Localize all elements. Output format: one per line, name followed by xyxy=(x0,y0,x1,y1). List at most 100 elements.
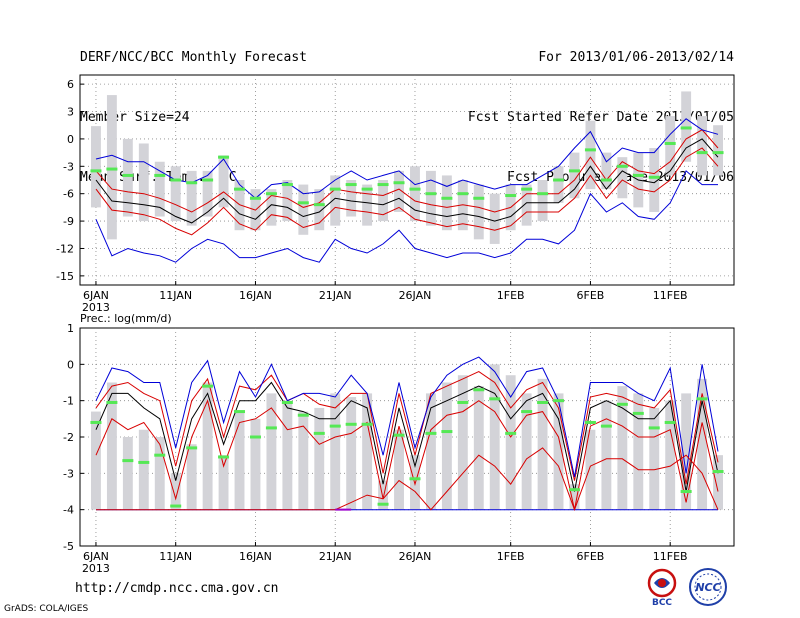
prec-marker xyxy=(122,459,134,463)
prec-spread-bar xyxy=(665,400,676,510)
temp-spread-bar xyxy=(665,116,676,176)
footer-credit: GrADS: COLA/IGES xyxy=(4,604,89,614)
prec-ytick-label: -1 xyxy=(63,395,74,408)
prec-line-outer-upper xyxy=(95,356,719,478)
temp-xtick-label: 21JAN xyxy=(319,289,352,302)
prec-marker xyxy=(584,420,596,424)
prec-ytick-label: 0 xyxy=(67,358,74,371)
prec-marker xyxy=(361,422,373,426)
temp-spread-bar xyxy=(394,170,404,212)
temp-spread-bar xyxy=(314,189,325,231)
prec-spread-bar xyxy=(697,378,708,510)
temp-marker xyxy=(249,196,261,200)
prec-line-outer-lower-b xyxy=(96,447,719,512)
temp-spread-bar xyxy=(617,157,628,199)
temp-marker xyxy=(186,181,198,185)
temp-marker xyxy=(680,126,692,130)
prec-spread-bar xyxy=(585,429,596,510)
temp-marker xyxy=(234,187,246,191)
prec-marker xyxy=(281,400,293,404)
temp-ytick-label: -12 xyxy=(56,242,74,255)
prec-spread-bar xyxy=(314,407,325,510)
temp-marker xyxy=(441,196,453,200)
prec-marker xyxy=(345,422,357,426)
footer-url[interactable]: http://cmdp.ncc.cma.gov.cn xyxy=(75,581,279,596)
temp-line-outer-lower xyxy=(95,170,718,263)
prec-marker xyxy=(409,477,421,481)
temp-spread-bar xyxy=(537,180,548,222)
prec-marker xyxy=(186,446,198,450)
prec-spread-bar xyxy=(489,364,500,510)
ncc-logo-ring xyxy=(689,568,727,606)
prec-xtick-label: 16JAN xyxy=(239,550,272,563)
prec-spread-bar xyxy=(346,397,357,510)
prec-marker xyxy=(425,431,437,435)
temp-marker xyxy=(537,192,549,196)
prec-spread-bar xyxy=(441,382,452,510)
temp-spread-bar xyxy=(202,170,213,217)
prec-marker xyxy=(138,460,150,464)
temp-marker xyxy=(584,148,596,152)
temp-marker xyxy=(521,187,533,191)
prec-spread-bar xyxy=(649,407,660,510)
prec-marker xyxy=(600,424,612,428)
temp-marker xyxy=(505,194,517,198)
temp-xtick-label: 11JAN xyxy=(159,289,192,302)
prec-spread-bar xyxy=(138,429,149,510)
prec-spread-bar xyxy=(218,455,229,510)
prec-spread-bar xyxy=(457,375,468,510)
temp-marker xyxy=(712,151,724,155)
bcc-logo-center xyxy=(658,579,666,587)
temp-marker xyxy=(345,183,357,187)
temp-marker xyxy=(553,178,565,182)
prec-ytick-label: -4 xyxy=(63,504,74,517)
prec-marker xyxy=(154,453,166,457)
prec-line-inner-upper xyxy=(95,371,719,485)
temp-xtick-label: 6FEB xyxy=(577,289,605,302)
temp-spread-bar xyxy=(138,143,149,222)
precipitation-title: Prec.: log(mm/d) xyxy=(80,312,172,325)
temp-marker xyxy=(473,196,485,200)
prec-marker xyxy=(90,420,102,424)
temp-xtick-year-label: 2013 xyxy=(82,301,110,314)
prec-spread-bar xyxy=(601,400,612,510)
prec-spread-bar xyxy=(633,393,644,510)
temp-spread-bar xyxy=(441,175,452,231)
prec-spread-bar xyxy=(521,393,532,510)
temp-marker xyxy=(696,151,708,155)
temp-plot-frame xyxy=(79,74,735,286)
temp-xtick-label: 6JAN xyxy=(83,289,109,302)
temp-marker xyxy=(457,192,469,196)
temp-line-inner-upper xyxy=(95,129,719,213)
prec-spread-bar xyxy=(330,393,341,510)
header-title: DERF/NCC/BCC Monthly Forecast xyxy=(80,50,307,65)
ncc-logo-text: NCC xyxy=(695,581,720,594)
temp-marker xyxy=(361,187,373,191)
prec-marker xyxy=(313,431,325,435)
ncc-logo-inner-ring xyxy=(694,573,722,601)
bcc-logo-ring xyxy=(647,568,677,598)
prec-spread-bar xyxy=(202,382,213,510)
temp-spread-bar xyxy=(282,180,293,222)
bcc-logo: BCC xyxy=(647,568,677,607)
prec-spread-bar xyxy=(234,411,245,510)
prec-spread-bar xyxy=(154,437,165,510)
prec-xtick-label: 11JAN xyxy=(159,550,192,563)
prec-marker xyxy=(441,430,453,434)
temp-spread-bar xyxy=(569,152,580,199)
temp-marker xyxy=(377,183,389,187)
prec-xtick-label: 21JAN xyxy=(319,550,352,563)
temp-marker xyxy=(632,173,644,177)
temp-marker xyxy=(616,164,628,168)
prec-xtick-year-label: 2013 xyxy=(82,562,110,575)
temp-spread-bar xyxy=(697,116,708,176)
prec-ytick-label: 1 xyxy=(67,322,74,335)
temp-spread-bar xyxy=(489,193,500,244)
prec-ytick-label: -2 xyxy=(63,431,74,444)
prec-spread-bar xyxy=(569,484,580,510)
temp-spread-bar xyxy=(362,184,373,226)
prec-spread-bar xyxy=(378,480,389,510)
prec-spread-bar xyxy=(617,386,628,510)
temp-marker xyxy=(218,155,230,159)
